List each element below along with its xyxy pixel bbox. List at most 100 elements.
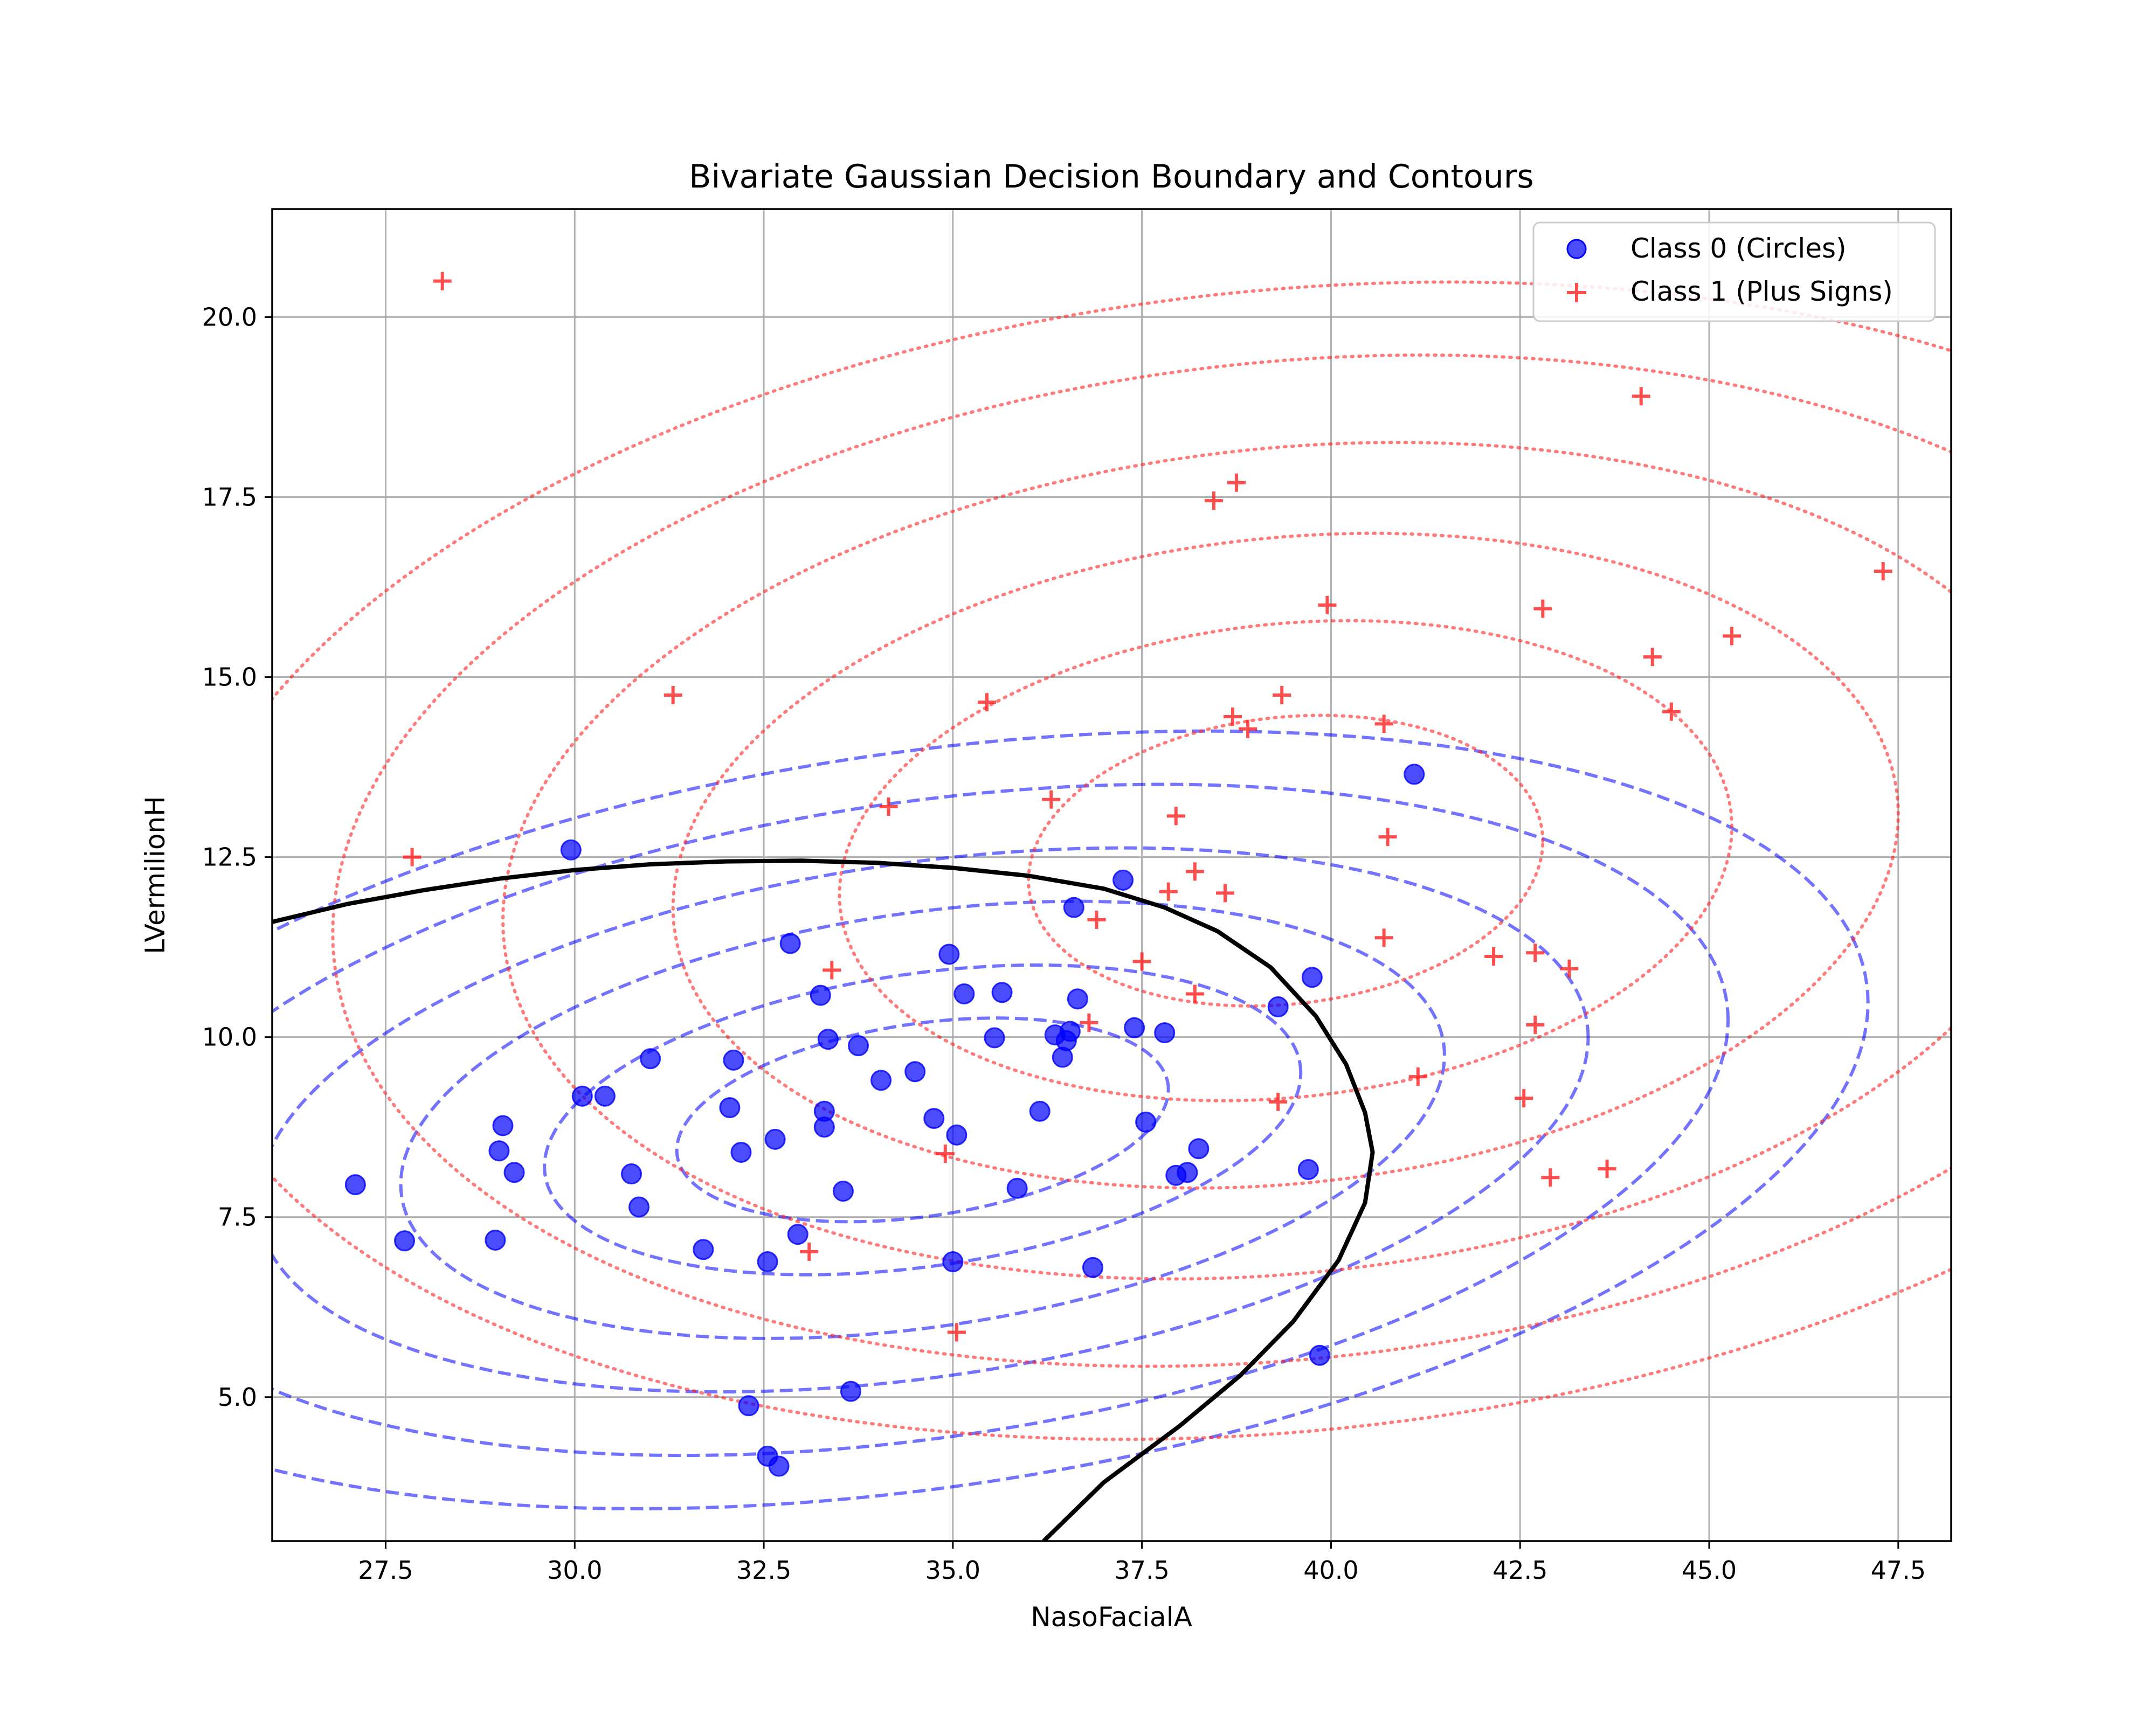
class0-point [1188,1138,1210,1160]
legend-label-class1: Class 1 (Plus Signs) [1630,276,1893,307]
grid-lines [272,209,1951,1541]
y-tick-label: 17.5 [202,482,257,511]
class1-contour [331,353,1951,1368]
class1-point [1378,828,1397,847]
class0-point [1112,869,1134,891]
class0-point [571,1085,593,1107]
x-axis-label: NasoFacialA [1031,1601,1192,1633]
class1-point [977,693,996,712]
legend-marker-class0 [1566,239,1587,259]
x-tick-label: 40.0 [1303,1556,1358,1585]
contour-layer [272,280,1951,1510]
y-tick-label: 12.5 [202,843,257,872]
class0-point [344,1174,366,1196]
class0-point [1297,1159,1319,1181]
class0-point [953,983,975,1004]
class1-contour [838,619,1734,1102]
class1-point [1204,491,1223,510]
y-tick-label: 10.0 [202,1023,257,1052]
x-tick-label: 30.0 [547,1556,602,1585]
class0-point [768,1455,790,1477]
class1-point [1484,947,1503,966]
class1-point [1874,562,1892,581]
class1-point [664,685,682,704]
class0-point [560,839,582,861]
class0-point [923,1108,945,1129]
class1-point [1526,944,1545,962]
class0-point [1082,1257,1103,1278]
decision-boundary-curve [272,858,1375,1541]
class0-point [738,1395,759,1417]
chart-title: Bivariate Gaussian Decision Boundary and… [689,158,1533,196]
legend-box [1532,221,1936,322]
class1-point [1598,1160,1616,1178]
class0-point [984,1027,1005,1049]
class0-point [764,1128,786,1150]
class1-point [879,797,898,816]
class1-point [823,961,841,980]
x-tick-label: 42.5 [1492,1556,1547,1585]
class0-point [1404,764,1425,785]
class1-point [1159,882,1178,901]
legend-label-class0: Class 0 (Circles) [1630,233,1847,264]
class0-point [1301,967,1323,988]
class0-point [938,944,960,965]
class0-point [628,1196,650,1218]
class1-point [947,1323,966,1342]
class0-point [1135,1111,1157,1133]
x-tick-label: 47.5 [1871,1556,1926,1585]
class0-point [1124,1017,1145,1038]
class1-point [1087,910,1106,929]
class0-point [1309,1344,1330,1366]
y-tick-label: 7.5 [218,1203,257,1232]
class1-point [1080,1013,1098,1032]
y-tick-label: 5.0 [218,1383,257,1412]
class0-point [1006,1177,1028,1199]
class1-point [1273,685,1291,704]
class1-point [936,1145,955,1163]
class0-point [817,1029,839,1050]
class1-point [1227,473,1246,492]
class1-point [1643,648,1662,667]
class1-point [1132,952,1151,971]
x-tick-label: 27.5 [358,1556,413,1585]
class1-point [1541,1168,1560,1187]
class0-point [492,1115,514,1136]
legend-marker-class1 [1567,283,1586,302]
class1-point [800,1242,819,1261]
class0-point [693,1239,714,1260]
class1-point [1318,595,1337,614]
class1-point [1374,928,1393,947]
class0-point [503,1162,525,1183]
class1-point [1533,599,1552,618]
class0-point [723,1049,744,1071]
class0-contour [675,1016,1170,1224]
class0-point [787,1224,808,1245]
class0-point [640,1048,661,1070]
class0-point [840,1381,861,1402]
class1-point [1215,884,1234,903]
class1-point [1239,719,1257,738]
x-tick-label: 45.0 [1682,1556,1737,1585]
class1-point [1632,387,1650,406]
class0-point [904,1061,926,1083]
class1-point [1224,708,1242,726]
class0-point [594,1085,616,1107]
class0-point [1154,1022,1176,1044]
class0-point [394,1230,416,1252]
class1-point [1515,1089,1533,1108]
class1-contour [671,531,1900,1190]
class0-point [991,982,1013,1003]
plot-frame [271,208,1952,1542]
class0-point [1177,1162,1198,1183]
class1-point [1374,715,1393,733]
x-tick-label: 32.5 [736,1556,791,1585]
class1-point [1560,959,1579,978]
class0-point [870,1070,892,1091]
class0-point [620,1163,642,1185]
class1-point [1185,862,1204,881]
y-axis-label: LVermilionH [140,796,171,954]
y-axis-ticks: 5.0 7.5 10.0 12.5 15.0 17.5 20.0 [202,302,272,1412]
